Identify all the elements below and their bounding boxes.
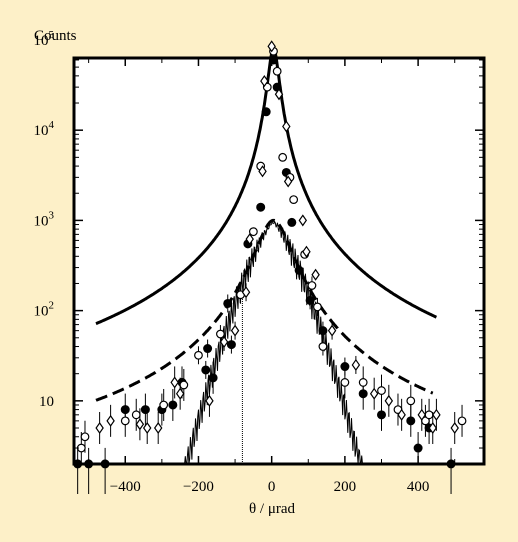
data-point-open-diamond bbox=[142, 421, 152, 435]
data-point-open-diamond bbox=[245, 233, 254, 246]
x-tick-label: 200 bbox=[334, 479, 357, 495]
data-point-open-diamond bbox=[258, 165, 267, 178]
data-point-open-diamond bbox=[282, 120, 291, 133]
data-point-open-diamond bbox=[327, 324, 337, 337]
data-point-open-diamond bbox=[450, 421, 459, 435]
data-point-open-circle bbox=[358, 378, 368, 387]
x-axis-title: θ / μrad bbox=[249, 501, 296, 517]
fit-curve-thick-dashed bbox=[95, 218, 434, 402]
data-point-open-circle bbox=[272, 66, 282, 76]
y-tick-label: 10 bbox=[39, 394, 54, 410]
data-point-open-circle bbox=[179, 380, 189, 390]
axes: −400 −200 0 200 400 10 102 103 104 105 bbox=[34, 29, 484, 495]
plot-frame bbox=[72, 56, 486, 466]
data-point-filled-circle bbox=[203, 344, 213, 354]
data-point-filled-circle bbox=[269, 55, 279, 65]
data-point-open-circle bbox=[424, 410, 434, 420]
data-point-open-circle bbox=[120, 416, 130, 426]
x-tick-label: 400 bbox=[407, 479, 430, 495]
data-point-filled-circle bbox=[201, 365, 211, 375]
data-point-open-diamond bbox=[274, 88, 284, 101]
data-point-open-diamond bbox=[219, 335, 229, 348]
data-point-filled-circle bbox=[406, 416, 416, 426]
y-tick-label: 103 bbox=[34, 209, 55, 229]
x-tick-label: −400 bbox=[110, 479, 141, 495]
data-point-open-circle bbox=[377, 386, 386, 395]
data-point-filled-circle bbox=[256, 202, 266, 212]
data-point-filled-circle bbox=[223, 298, 233, 308]
data-point-open-circle bbox=[194, 350, 203, 360]
data-point-open-circle bbox=[159, 400, 169, 410]
data-point-open-circle bbox=[131, 410, 141, 420]
data-point-open-circle bbox=[457, 416, 467, 426]
data-point-open-circle bbox=[318, 342, 328, 351]
data-point-open-diamond bbox=[106, 414, 115, 427]
fit-curve-thin-solid bbox=[176, 220, 367, 466]
data-point-open-circle bbox=[406, 396, 416, 406]
data-point-open-diamond bbox=[267, 40, 276, 53]
data-point-filled-circle bbox=[287, 217, 297, 227]
data-point-open-circle bbox=[248, 227, 258, 237]
data-point-open-diamond bbox=[311, 268, 320, 281]
data-point-open-diamond bbox=[241, 286, 251, 299]
data-point-open-diamond bbox=[351, 358, 361, 371]
data-point-filled-circle bbox=[318, 326, 328, 336]
y-tick-label: 104 bbox=[34, 119, 55, 139]
x-tick-label: 0 bbox=[268, 479, 276, 495]
data-point-open-circle bbox=[216, 329, 225, 339]
y-tick-label: 102 bbox=[34, 300, 55, 320]
data-point-filled-circle bbox=[168, 400, 178, 410]
data-point-open-circle bbox=[340, 378, 350, 387]
y-tick-label: 105 bbox=[34, 29, 55, 49]
data-point-open-diamond bbox=[95, 421, 104, 435]
data-point-open-circle bbox=[313, 302, 322, 312]
data-point-filled-circle bbox=[261, 107, 271, 117]
data-point-open-diamond bbox=[428, 421, 437, 435]
fit-curve-thick-solid bbox=[95, 47, 437, 326]
data-point-open-circle bbox=[278, 152, 288, 162]
data-point-filled-circle bbox=[208, 373, 218, 383]
data-point-open-diamond bbox=[260, 75, 269, 88]
y-axis-title: Counts bbox=[34, 28, 77, 44]
data-point-open-diamond bbox=[397, 408, 406, 421]
data-point-filled-circle bbox=[140, 405, 150, 415]
data-point-open-circle bbox=[289, 195, 299, 205]
data-point-open-diamond bbox=[205, 394, 214, 407]
data-point-filled-circle bbox=[226, 340, 236, 350]
data-point-open-diamond bbox=[170, 376, 179, 389]
data-point-open-diamond bbox=[135, 418, 145, 431]
data-point-filled-circle bbox=[100, 459, 110, 469]
data-point-open-diamond bbox=[230, 324, 240, 337]
x-tick-label: −200 bbox=[183, 479, 214, 495]
data-point-filled-circle bbox=[413, 443, 423, 453]
data-point-open-diamond bbox=[302, 245, 311, 258]
data-point-open-circle bbox=[307, 281, 317, 290]
data-point-filled-circle bbox=[377, 410, 386, 420]
data-point-open-diamond bbox=[175, 387, 185, 400]
data-points bbox=[73, 40, 467, 494]
data-point-filled-circle bbox=[305, 295, 315, 305]
data-point-open-diamond bbox=[283, 175, 293, 188]
data-point-open-diamond bbox=[384, 394, 394, 407]
data-point-open-circle bbox=[80, 432, 90, 442]
data-point-open-diamond bbox=[432, 408, 441, 421]
data-point-open-diamond bbox=[417, 408, 427, 421]
data-point-filled-circle bbox=[294, 265, 304, 275]
data-point-open-diamond bbox=[369, 387, 379, 400]
data-point-open-diamond bbox=[298, 214, 308, 227]
data-point-filled-circle bbox=[446, 459, 456, 469]
data-point-open-diamond bbox=[153, 421, 163, 435]
fit-curves bbox=[95, 47, 437, 466]
